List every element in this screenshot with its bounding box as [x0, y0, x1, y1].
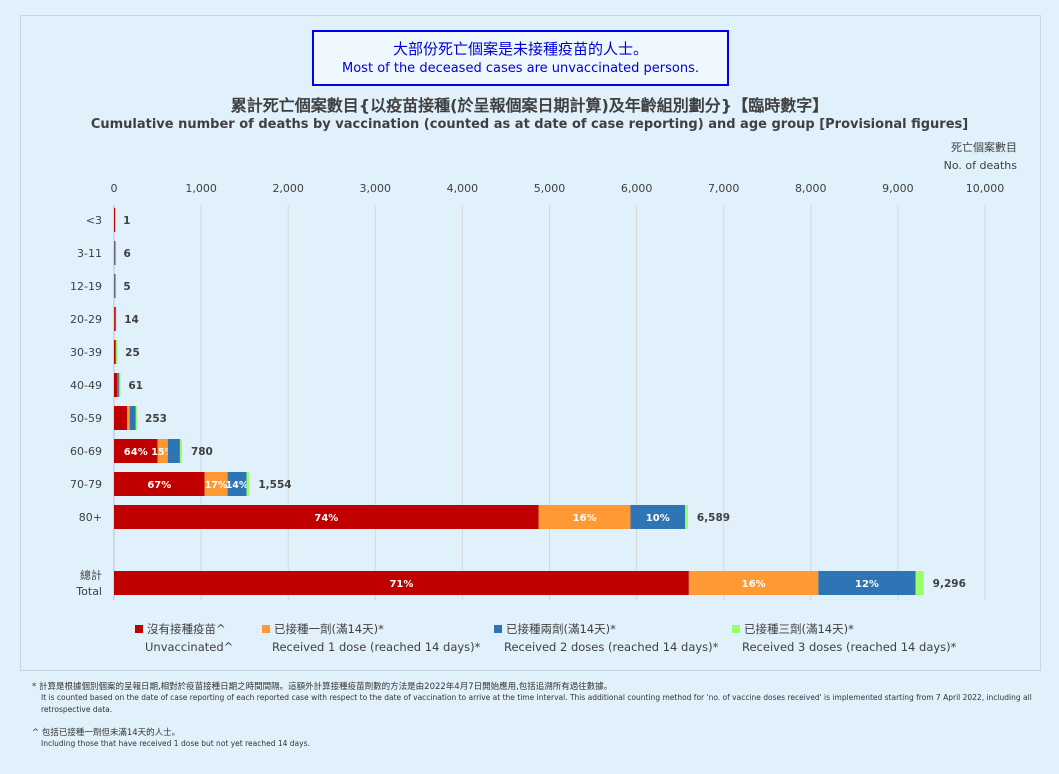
axis-unit-zh: 死亡個案數目	[951, 141, 1017, 154]
footnote-2-en: Including those that have received 1 dos…	[41, 739, 310, 748]
legend-swatch-unvaccinated	[135, 625, 143, 633]
key-message-zh: 大部份死亡個案是未接種疫苗的人士。	[392, 40, 648, 58]
axis-unit-en: No. of deaths	[943, 159, 1017, 172]
legend-label-en: Received 1 dose (reached 14 days)*	[272, 640, 481, 654]
legend-label-zh: 已接種一劑(滿14天)*	[274, 622, 384, 636]
legend-label-en: Unvaccinated^	[145, 640, 234, 654]
legend-label-zh: 已接種兩劑(滿14天)*	[506, 622, 616, 636]
legend-label-en: Received 3 doses (reached 14 days)*	[742, 640, 957, 654]
legend-label-zh: 已接種三劑(滿14天)*	[744, 622, 854, 636]
legend-swatch-dose1	[262, 625, 270, 633]
legend-item-unvaccinated: 沒有接種疫苗^ Unvaccinated^	[135, 620, 233, 656]
legend-swatch-dose3	[732, 625, 740, 633]
legend-label-zh: 沒有接種疫苗^	[147, 622, 226, 636]
legend-item-dose3: 已接種三劑(滿14天)* Received 3 doses (reached 1…	[732, 620, 956, 656]
key-message-en: Most of the deceased cases are unvaccina…	[342, 61, 699, 76]
footnote-2-zh: ^ 包括已接種一劑但未滿14天的人士。	[32, 728, 181, 738]
legend-swatch-dose2	[494, 625, 502, 633]
footnote-1-en: It is counted based on the date of case …	[41, 693, 1032, 714]
legend-item-dose2: 已接種兩劑(滿14天)* Received 2 doses (reached 1…	[494, 620, 718, 656]
footnotes: * 計算是根據個別個案的呈報日期,相對於疫苗接種日期之時間間隔。這額外計算接種疫…	[32, 680, 1042, 750]
chart-title-en: Cumulative number of deaths by vaccinati…	[90, 117, 969, 132]
chart-title-zh: 累計死亡個案數目{以疫苗接種(於呈報個案日期計算)及年齡組別劃分}【臨時數字】	[230, 96, 829, 115]
footnote-1-zh: * 計算是根據個別個案的呈報日期,相對於疫苗接種日期之時間間隔。這額外計算接種疫…	[32, 682, 613, 692]
legend-label-en: Received 2 doses (reached 14 days)*	[504, 640, 719, 654]
legend-item-dose1: 已接種一劑(滿14天)* Received 1 dose (reached 14…	[262, 620, 480, 656]
key-message-box: 大部份死亡個案是未接種疫苗的人士。 Most of the deceased c…	[312, 30, 729, 86]
chart-panel	[20, 15, 1041, 671]
